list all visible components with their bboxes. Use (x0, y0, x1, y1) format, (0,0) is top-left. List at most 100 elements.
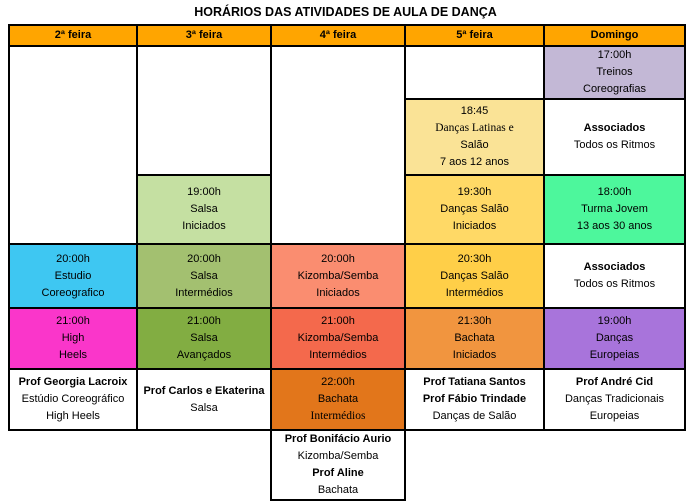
cell-sun-prof-andre-cid: Prof André Cid Danças Tradicionais Europ… (543, 368, 686, 431)
cell-mon-2100-high-heels: 21:00h High Heels (8, 307, 138, 370)
cell-line: 18:00h (597, 186, 632, 198)
cell-line: 20:00h (56, 252, 90, 265)
cell-line: Treinos (596, 66, 633, 78)
cell-line: Kizomba/Semba (297, 332, 379, 344)
cell-wed-empty (270, 45, 406, 245)
cell-line: Prof Fábio Trindade (422, 393, 527, 405)
cell-mon-2000-estudio-coreografico: 20:00h Estudio Coreografico (8, 243, 138, 309)
cell-line: Prof Carlos e Ekaterina (143, 384, 265, 397)
cell-line: 21:00h (321, 315, 355, 327)
cell-tue-empty (136, 45, 272, 176)
cell-line: Todos os Ritmos (573, 139, 656, 151)
cell-wed-2000-kizomba-iniciados: 20:00h Kizomba/Semba Iniciados (270, 243, 406, 309)
cell-line: Associados (583, 261, 646, 273)
cell-line: Danças Tradicionais (564, 393, 665, 405)
cell-line: Iniciados (182, 220, 226, 232)
row-profs: Prof Georgia Lacroix Estúdio Coreográfic… (8, 368, 686, 431)
cell-wed-2200-bachata-intermedios: 22:00h Bachata Intermédios (270, 368, 406, 431)
cell-thu-1930-dancas-salao-iniciados: 19:30h Danças Salão Iniciados (404, 174, 545, 245)
cell-line: Iniciados (316, 286, 360, 299)
cell-line: Iniciados (452, 220, 497, 232)
cell-line: Bachata (317, 393, 359, 405)
cell-line: Salsa (190, 332, 218, 344)
cell-line: Kizomba/Semba (297, 450, 379, 462)
cell-line: High (61, 332, 85, 344)
row-20h: 20:00h Estudio Coreografico 20:00h Salsa… (8, 243, 686, 309)
cell-line: Danças (595, 332, 634, 344)
cell-sun-associados-1: Associados Todos os Ritmos (543, 98, 686, 176)
cell-line: Prof Tatiana Santos (423, 376, 526, 388)
cell-tue-2000-salsa-intermedios: 20:00h Salsa Intermédios (136, 243, 272, 309)
row-17h: 17:00h Treinos Coreografias (8, 45, 686, 245)
cell-line: Danças Latinas e (435, 122, 514, 134)
header-2a-feira: 2ª feira (8, 24, 138, 47)
cell-line: 13 aos 30 anos (576, 220, 653, 232)
row-19h: 19:00h Salsa Iniciados 19:30h Danças Sal… (9, 174, 686, 245)
cell-line: Danças Salão (440, 203, 509, 215)
cell-sun-1800-turma-jovem: 18:00h Turma Jovem 13 aos 30 anos (543, 174, 686, 245)
cell-ghost (9, 430, 137, 500)
cell-line: Salsa (190, 269, 218, 282)
cell-thu-2130-bachata-iniciados: 21:30h Bachata Iniciados (404, 307, 545, 370)
cell-sun-associados-2: Associados Todos os Ritmos (543, 243, 686, 309)
cell-line: Estudio (54, 269, 92, 282)
schedule-table: 2ª feira 3ª feira 4ª feira 5ª feira Domi… (8, 24, 686, 501)
cell-line: 21:30h (457, 315, 492, 327)
cell-line: Intermédios (175, 286, 233, 299)
cell-thu-2030-dancas-salao-intermedios: 20:30h Danças Salão Intermédios (404, 243, 545, 309)
cell-line: 19:00h (597, 315, 632, 327)
cell-line: Danças de Salão (432, 410, 517, 422)
header-domingo: Domingo (543, 24, 686, 47)
header-row: 2ª feira 3ª feira 4ª feira 5ª feira Domi… (8, 24, 686, 47)
cell-tue-1900-salsa-iniciados: 19:00h Salsa Iniciados (136, 174, 272, 245)
cell-line: Turma Jovem (581, 203, 648, 215)
page-title: HORÁRIOS DAS ATIVIDADES DE AULA DE DANÇA (194, 5, 497, 19)
header-4a-feira: 4ª feira (270, 24, 406, 47)
cell-sun-1700-treinos: 17:00h Treinos Coreografias (543, 45, 686, 100)
cell-line: 7 aos 12 anos (439, 156, 510, 168)
cell-line: 18:45 (460, 105, 489, 117)
cell-line: Prof Bonifácio Aurio (284, 433, 392, 445)
cell-tue-2100-salsa-avancados: 21:00h Salsa Avançados (136, 307, 272, 370)
cell-line: 19:30h (457, 186, 492, 198)
cell-line: Heels (58, 349, 88, 361)
cell-mon-empty (8, 45, 138, 245)
cell-line: Bachata (454, 332, 495, 344)
cell-line: 22:00h (321, 376, 355, 388)
cell-thu-prof-tatiana-fabio: Prof Tatiana Santos Prof Fábio Trindade … (404, 368, 545, 431)
cell-line: 21:00h (56, 315, 90, 327)
cell-line: 21:00h (187, 315, 221, 327)
cell-line: Avançados (176, 349, 232, 361)
cell-line: Kizomba/Semba (297, 269, 379, 282)
cell-line: Estúdio Coreográfico (21, 393, 125, 405)
cell-line: 20:00h (187, 252, 221, 265)
cell-line: Europeias (589, 410, 640, 422)
cell-ghost (137, 430, 271, 500)
cell-line: 20:00h (321, 252, 355, 265)
header-3a-feira: 3ª feira (136, 24, 272, 47)
cell-wed-prof-bonifacio-aline: Prof Bonifácio Aurio Kizomba/Semba Prof … (270, 429, 406, 501)
row-prof-bonifacio: Prof Bonifácio Aurio Kizomba/Semba Prof … (9, 429, 685, 501)
cell-line: Intermédios (309, 349, 367, 361)
cell-line: Danças Salão (440, 269, 509, 282)
cell-line: Iniciados (452, 349, 497, 361)
cell-line: Prof Aline (312, 467, 364, 479)
cell-sun-1900-dancas-europeias: 19:00h Danças Europeias (543, 307, 686, 370)
cell-thu-empty (404, 45, 545, 100)
cell-line: 17:00h (597, 49, 632, 61)
header-5a-feira: 5ª feira (404, 24, 545, 47)
cell-tue-prof-carlos-ekaterina: Prof Carlos e Ekaterina Salsa (136, 368, 272, 431)
cell-thu-1845-dancas-latinas: 18:45 Danças Latinas e Salão 7 aos 12 an… (404, 98, 545, 176)
cell-line: Todos os Ritmos (573, 278, 656, 290)
cell-line: Intermédios (445, 286, 504, 299)
row-21h: 21:00h High Heels 21:00h Salsa Avançados… (8, 307, 686, 370)
cell-ghost (405, 430, 544, 500)
cell-line: Associados (583, 122, 646, 134)
cell-line: Intermédios (310, 410, 366, 422)
cell-mon-prof-georgia-lacroix: Prof Georgia Lacroix Estúdio Coreográfic… (8, 368, 138, 431)
cell-line: Prof André Cid (575, 376, 654, 388)
cell-line: Salsa (190, 401, 218, 414)
cell-line: High Heels (46, 410, 100, 422)
cell-line: Europeias (589, 349, 640, 361)
